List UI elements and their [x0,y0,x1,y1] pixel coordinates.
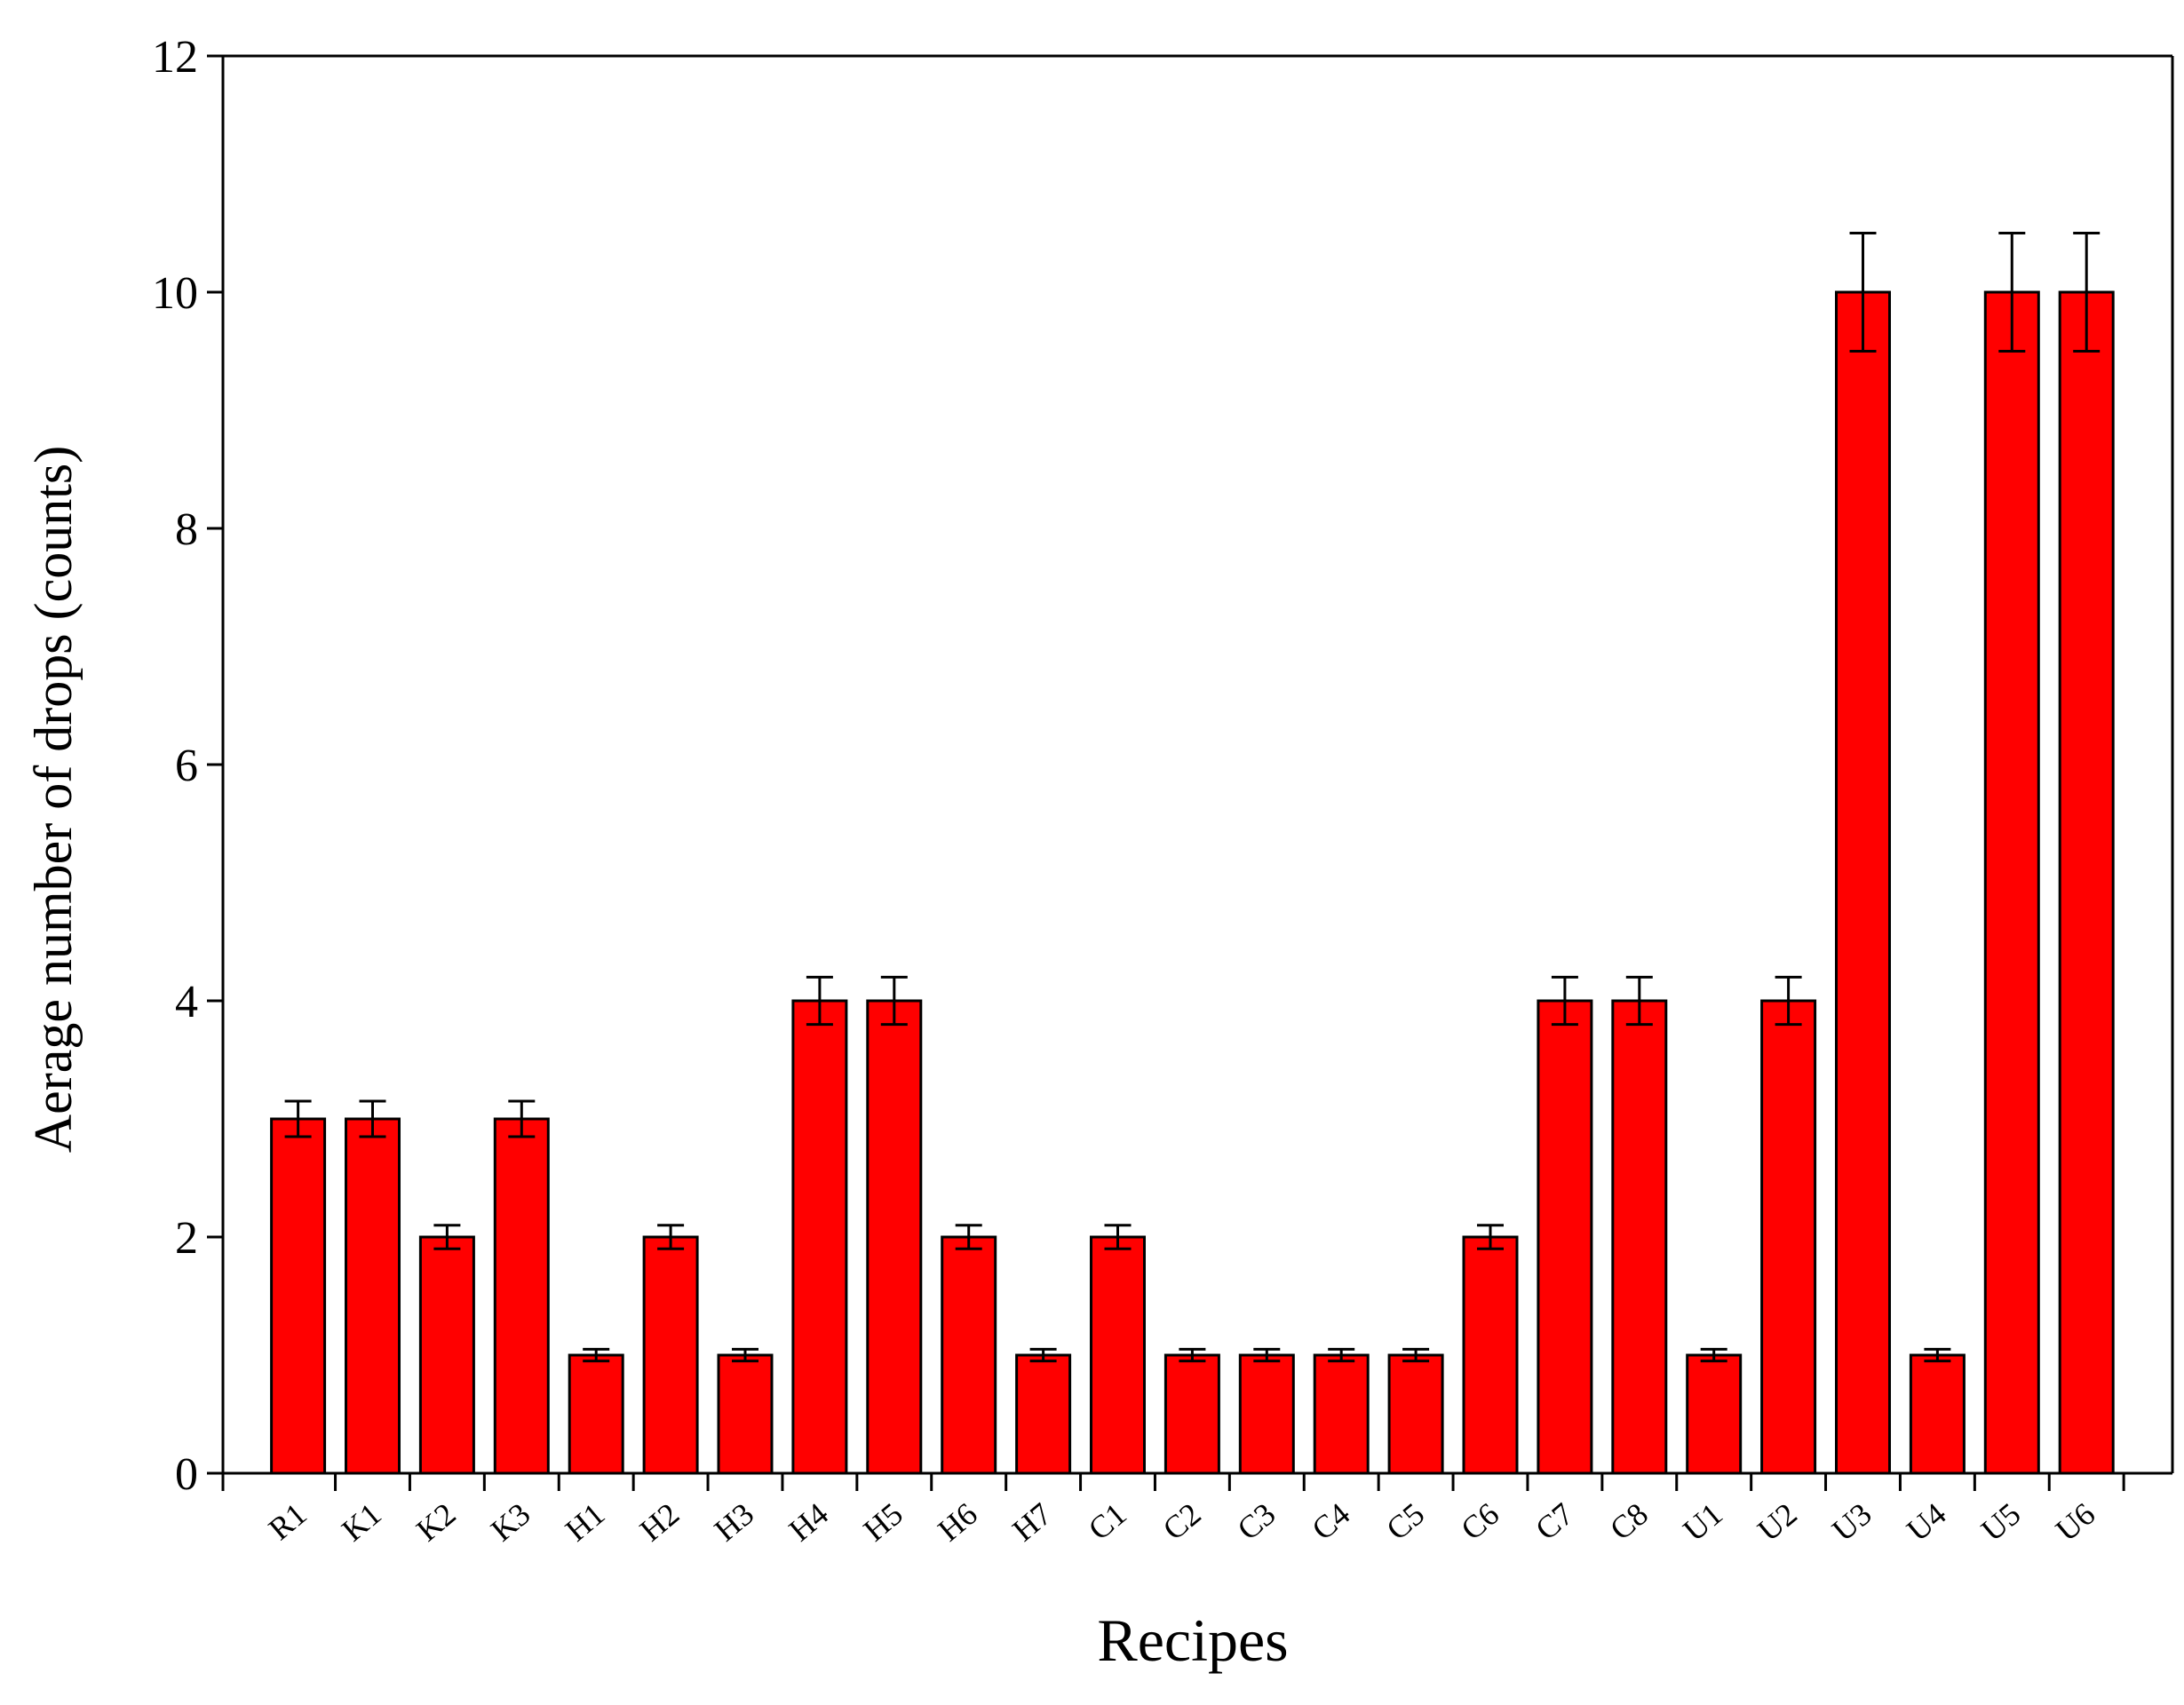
x-tick-label: H6 [931,1495,983,1548]
error-bar [732,1347,758,1363]
error-bar [1253,1347,1281,1363]
bar [1090,1235,1146,1475]
error-bar [1775,975,1802,1027]
error-bar [1179,1347,1206,1363]
bar [1760,999,1817,1475]
y-tick-label: 0 [175,1449,198,1500]
error-bar [1328,1347,1355,1363]
x-tick-label: U2 [1751,1495,1803,1548]
y-tick-label: 8 [175,504,198,555]
bar [568,1353,624,1475]
bar [642,1235,699,1475]
bar [1163,1353,1220,1475]
x-tick-label: U6 [2049,1495,2101,1548]
bar [866,999,923,1475]
bar [1611,999,1668,1475]
x-tick-label: H7 [1005,1495,1058,1548]
x-tick-label: H1 [559,1495,611,1548]
x-tick-label: U4 [1900,1495,1952,1548]
x-tick-label: U3 [1825,1495,1878,1548]
x-tick-label: K1 [335,1495,387,1548]
bar [270,1117,327,1475]
bar [1537,999,1593,1475]
x-tick-label: C8 [1603,1495,1655,1547]
error-bar [359,1099,386,1138]
y-tick-label: 2 [175,1213,198,1264]
x-tick-label: U5 [1974,1495,2027,1548]
bar [717,1353,774,1475]
error-bar [1625,975,1653,1027]
x-tick-label: U1 [1676,1495,1728,1548]
bar [791,999,848,1475]
x-tick-label: K3 [484,1495,536,1548]
bar [493,1117,550,1475]
error-bar [657,1224,685,1250]
x-tick-label: H3 [708,1495,760,1548]
bar [1015,1353,1072,1475]
error-bar [508,1099,536,1138]
error-bar [1029,1347,1057,1363]
error-bar [583,1347,610,1363]
y-tick-label: 6 [175,741,198,791]
bar [1909,1353,1966,1475]
error-bar [433,1224,461,1250]
bar [1686,1353,1743,1475]
bar [2058,290,2115,1475]
error-bar [880,975,908,1027]
error-bar [1998,232,2026,353]
x-tick-label: H4 [782,1495,835,1548]
x-tick-label: C7 [1529,1495,1580,1547]
bar [1983,290,2040,1475]
error-bar [284,1099,312,1138]
y-tick-label: 12 [152,32,198,83]
x-axis-label: Recipes [1097,1606,1288,1674]
x-tick-label: H2 [633,1495,686,1548]
bar [1238,1353,1295,1475]
error-bar [1924,1347,1951,1363]
error-bar [955,1224,982,1250]
y-tick-label: 10 [152,268,198,319]
x-tick-label: C2 [1156,1495,1208,1547]
bar [1387,1353,1444,1475]
x-tick-label: R1 [262,1495,314,1547]
error-bar [1477,1224,1504,1250]
bar [418,1235,475,1475]
bar [1313,1353,1370,1475]
error-bar [1849,232,1877,353]
error-bar [2073,232,2101,353]
x-tick-label: C4 [1305,1495,1356,1547]
bar [345,1117,401,1475]
error-bar [1104,1224,1132,1250]
x-tick-label: C3 [1231,1495,1283,1547]
x-tick-label: C1 [1082,1495,1133,1547]
y-axis-label: Aerage number of drops (counts) [24,446,83,1153]
y-tick-label: 4 [175,977,198,1027]
error-bar [1700,1347,1727,1363]
error-bar [806,975,833,1027]
bar [1462,1235,1519,1475]
error-bar [1402,1347,1430,1363]
bar [1835,290,1891,1475]
x-tick-label: C6 [1454,1495,1505,1547]
x-tick-label: K2 [409,1495,462,1548]
x-tick-label: C5 [1379,1495,1431,1547]
error-bar [1551,975,1578,1027]
x-tick-label: H5 [857,1495,909,1548]
bar [941,1235,997,1475]
